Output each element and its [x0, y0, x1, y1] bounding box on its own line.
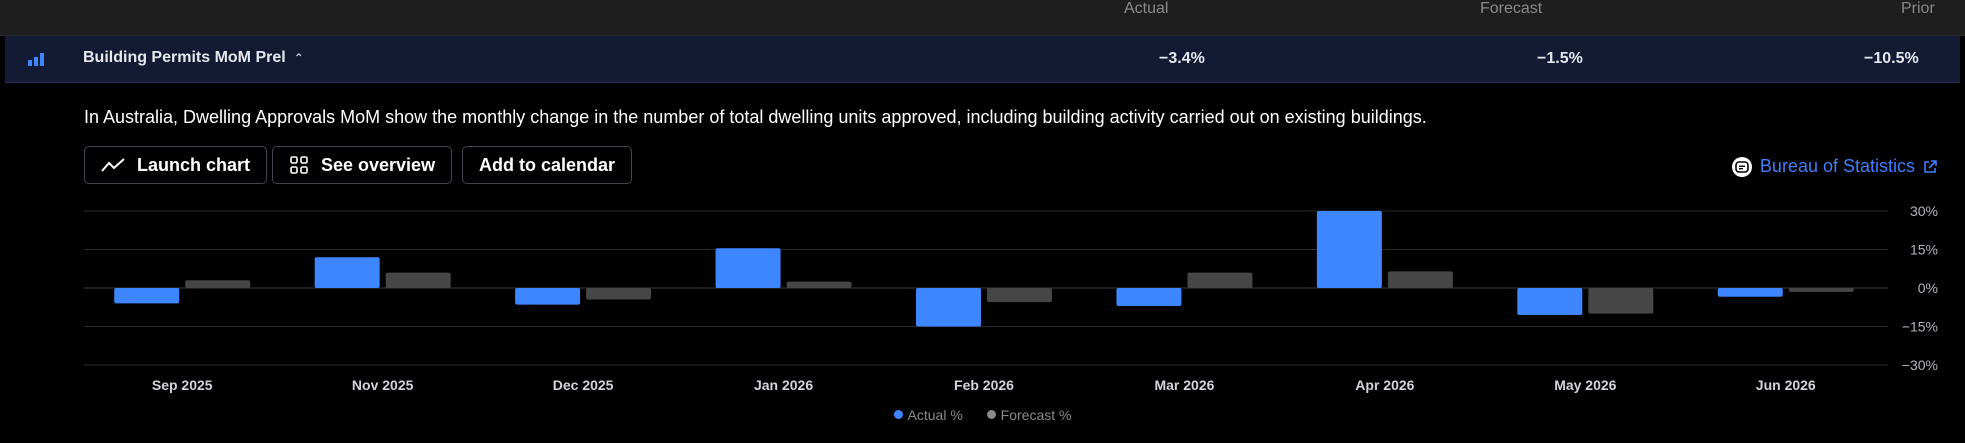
x-tick-label: Mar 2026: [1154, 377, 1214, 393]
forecast-value: −1.5%: [1537, 50, 1583, 67]
column-forecast: Forecast: [1480, 0, 1543, 17]
bar-actual[interactable]: [114, 288, 180, 304]
column-actual: Actual: [1124, 0, 1169, 17]
bar-actual[interactable]: [515, 288, 581, 305]
y-tick-label: −30%: [1902, 357, 1938, 373]
add-to-calendar-label: Add to calendar: [479, 154, 616, 175]
chart-legend: Actual % Forecast %: [0, 406, 1965, 423]
legend-dot-forecast: [986, 410, 996, 419]
launch-chart-button[interactable]: Launch chart: [84, 146, 268, 184]
see-overview-label: See overview: [321, 154, 436, 175]
bar-forecast[interactable]: [1187, 272, 1253, 288]
add-to-calendar-button[interactable]: Add to calendar: [462, 146, 633, 184]
x-tick-label: Jan 2026: [754, 377, 813, 393]
legend-dot-actual: [893, 410, 903, 419]
x-tick-label: Jun 2026: [1756, 377, 1816, 393]
actual-value: −3.4%: [1159, 50, 1205, 67]
column-prior: Prior: [1901, 0, 1935, 17]
bar-forecast[interactable]: [1588, 288, 1654, 314]
bar-forecast[interactable]: [385, 272, 451, 288]
source-icon: [1731, 156, 1752, 177]
x-tick-label: May 2026: [1554, 377, 1616, 393]
chevron-up-icon: ⌃: [293, 51, 304, 65]
bar-actual[interactable]: [715, 248, 781, 288]
see-overview-button[interactable]: See overview: [272, 146, 453, 184]
grid-icon: [290, 156, 308, 174]
external-link-icon: [1924, 159, 1937, 173]
source-label: Bureau of Statistics: [1759, 156, 1915, 176]
legend-item-forecast[interactable]: Forecast %: [986, 406, 1072, 423]
y-tick-label: 15%: [1910, 242, 1938, 258]
x-tick-label: Dec 2025: [553, 377, 614, 393]
y-tick-label: 30%: [1910, 203, 1938, 219]
line-chart-icon: [101, 158, 125, 172]
event-row[interactable]: Building Permits MoM Prel ⌃ −3.4% −1.5% −…: [5, 36, 1960, 83]
bar-chart: 30% 15% 0% −15% −30% Sep 2025 Nov 2025 Dec 202…: [84, 203, 1938, 393]
bar-forecast[interactable]: [185, 280, 251, 288]
x-tick-label: Feb 2026: [954, 377, 1014, 393]
bar-forecast[interactable]: [987, 288, 1052, 303]
column-header: Actual Forecast Prior: [0, 0, 1965, 36]
bar-forecast[interactable]: [586, 288, 652, 300]
event-title: Building Permits MoM Prel: [83, 49, 286, 66]
bar-forecast[interactable]: [1387, 271, 1453, 288]
bar-actual[interactable]: [1517, 288, 1583, 315]
source-link[interactable]: Bureau of Statistics: [1731, 156, 1937, 177]
bar-actual[interactable]: [1717, 288, 1783, 297]
bar-actual[interactable]: [314, 257, 380, 288]
event-description: In Australia, Dwelling Approvals MoM sho…: [84, 107, 1427, 127]
x-tick-label: Apr 2026: [1355, 377, 1414, 393]
bar-forecast[interactable]: [786, 281, 852, 288]
prior-value: −10.5%: [1864, 50, 1919, 67]
launch-chart-label: Launch chart: [137, 154, 251, 175]
bar-actual[interactable]: [1316, 211, 1382, 288]
bar-actual[interactable]: [916, 288, 981, 327]
bar-forecast[interactable]: [1788, 288, 1854, 292]
legend-item-actual[interactable]: Actual %: [893, 406, 963, 423]
legend-label-actual: Actual %: [907, 406, 963, 423]
x-tick-label: Nov 2025: [352, 377, 414, 393]
bar-actual[interactable]: [1116, 288, 1182, 306]
y-tick-label: 0%: [1918, 280, 1938, 296]
event-title-toggle[interactable]: Building Permits MoM Prel ⌃: [83, 49, 304, 67]
legend-label-forecast: Forecast %: [1000, 406, 1072, 423]
bar-chart-icon: [28, 53, 44, 66]
y-tick-label: −15%: [1902, 319, 1938, 335]
x-tick-label: Sep 2025: [152, 377, 213, 393]
